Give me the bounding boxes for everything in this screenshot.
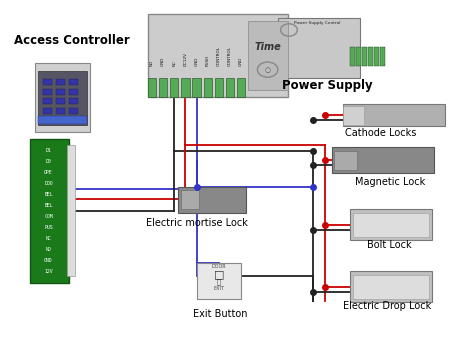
- Bar: [69, 79, 78, 85]
- Bar: [353, 213, 429, 237]
- Text: Electric mortise Lock: Electric mortise Lock: [146, 218, 248, 228]
- Bar: [69, 89, 78, 95]
- Bar: [237, 78, 246, 97]
- Bar: [332, 147, 434, 173]
- Bar: [43, 108, 52, 114]
- Text: 12V: 12V: [44, 270, 53, 274]
- Bar: [43, 89, 52, 95]
- Text: CONTROL: CONTROL: [228, 46, 232, 66]
- Bar: [148, 15, 288, 97]
- Text: PUS: PUS: [44, 225, 53, 230]
- Text: DOO: DOO: [44, 181, 53, 186]
- Text: Electric Drop Lock: Electric Drop Lock: [343, 301, 431, 311]
- Bar: [353, 275, 429, 299]
- Text: Power Supply: Power Supply: [282, 79, 373, 92]
- Bar: [226, 78, 234, 97]
- Bar: [69, 98, 78, 104]
- Bar: [192, 78, 201, 97]
- Bar: [350, 271, 431, 302]
- Bar: [181, 78, 190, 97]
- Bar: [38, 116, 87, 124]
- Bar: [181, 190, 200, 209]
- Bar: [374, 47, 379, 66]
- Bar: [368, 47, 373, 66]
- Bar: [350, 209, 431, 240]
- Bar: [362, 47, 367, 66]
- Text: OPE: OPE: [44, 170, 53, 175]
- Text: GND: GND: [239, 57, 243, 66]
- Bar: [215, 78, 223, 97]
- Bar: [43, 98, 52, 104]
- Bar: [356, 47, 361, 66]
- Text: DC12V: DC12V: [183, 52, 187, 66]
- Text: Power Supply Control: Power Supply Control: [293, 21, 340, 25]
- Text: NC: NC: [46, 236, 51, 241]
- Bar: [69, 108, 78, 114]
- Text: Exit Button: Exit Button: [193, 309, 247, 319]
- Bar: [334, 151, 357, 170]
- Text: D1: D1: [46, 148, 51, 153]
- Text: GND: GND: [44, 258, 53, 263]
- Text: ⚿: ⚿: [217, 278, 221, 285]
- Bar: [56, 108, 65, 114]
- Text: □: □: [214, 270, 224, 280]
- Bar: [35, 63, 90, 131]
- Text: CONTROL: CONTROL: [217, 46, 221, 66]
- Text: NC: NC: [172, 60, 176, 66]
- Text: BEL: BEL: [44, 203, 53, 208]
- Bar: [56, 89, 65, 95]
- Text: Cathode Locks: Cathode Locks: [345, 128, 416, 138]
- Text: ○: ○: [264, 67, 271, 73]
- Text: BEL: BEL: [44, 192, 53, 197]
- Bar: [278, 18, 360, 78]
- Bar: [38, 71, 87, 125]
- Bar: [197, 263, 241, 299]
- Bar: [178, 187, 246, 213]
- Bar: [203, 78, 212, 97]
- Bar: [248, 21, 288, 90]
- Text: COM: COM: [44, 214, 53, 219]
- Bar: [343, 106, 364, 125]
- Text: GND: GND: [194, 57, 199, 66]
- Bar: [343, 104, 446, 127]
- Text: D0: D0: [46, 159, 51, 164]
- Text: Bolt Lock: Bolt Lock: [367, 240, 412, 251]
- Bar: [30, 138, 69, 283]
- Bar: [67, 145, 75, 276]
- Bar: [170, 78, 178, 97]
- Bar: [56, 98, 65, 104]
- Bar: [43, 79, 52, 85]
- Text: PUSH: PUSH: [206, 55, 210, 66]
- Bar: [56, 79, 65, 85]
- Text: Time: Time: [254, 42, 281, 52]
- Text: GND: GND: [161, 57, 165, 66]
- Text: NO: NO: [150, 60, 154, 66]
- Text: Magnetic Lock: Magnetic Lock: [355, 176, 425, 186]
- Text: Access Controller: Access Controller: [14, 34, 129, 47]
- Bar: [350, 47, 355, 66]
- Bar: [381, 47, 385, 66]
- Text: EXIT: EXIT: [213, 286, 224, 291]
- Bar: [159, 78, 167, 97]
- Text: DOOR: DOOR: [211, 264, 226, 269]
- Text: NO: NO: [46, 247, 51, 252]
- Bar: [148, 78, 156, 97]
